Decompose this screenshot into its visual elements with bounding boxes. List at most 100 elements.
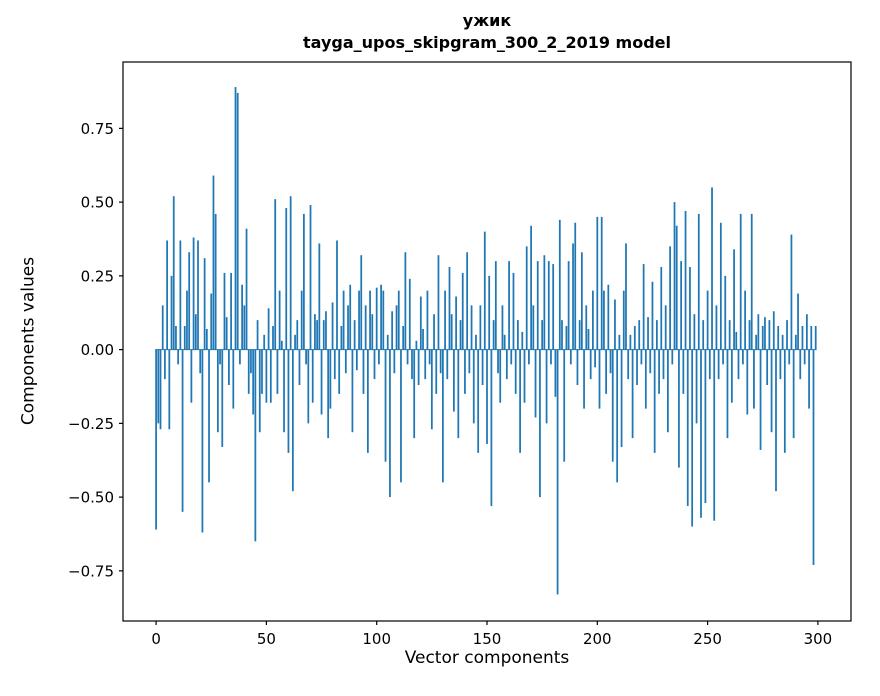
bar [642, 264, 645, 350]
bar [550, 349, 552, 365]
bar [247, 349, 250, 394]
bar [203, 258, 206, 350]
bar [453, 349, 455, 412]
bar [554, 349, 557, 397]
bar [371, 314, 374, 350]
bar [644, 349, 647, 409]
bar [717, 349, 720, 380]
bar [510, 349, 513, 365]
bar [243, 305, 246, 350]
x-tick-label: 0 [151, 630, 161, 648]
bar [294, 334, 296, 350]
bar [411, 349, 413, 380]
bar [413, 349, 416, 439]
bar [596, 216, 599, 350]
bar [404, 252, 407, 350]
bar [653, 349, 656, 453]
x-tick-label: 150 [473, 630, 502, 648]
bar [702, 320, 705, 350]
bar [263, 334, 266, 350]
bar [446, 349, 449, 380]
bar [340, 326, 343, 350]
bar [594, 349, 596, 368]
bar [276, 349, 279, 394]
bar [256, 320, 259, 350]
bar [574, 222, 577, 350]
zero-baseline [155, 349, 817, 351]
bar [686, 349, 689, 506]
bar [724, 275, 727, 350]
bar [667, 349, 669, 433]
bar [691, 349, 694, 527]
bar [783, 349, 786, 453]
bar [744, 290, 746, 350]
bar [609, 349, 612, 374]
bar [406, 349, 409, 365]
bar [779, 349, 782, 380]
bar [428, 349, 431, 365]
bar [322, 320, 325, 350]
bar [647, 317, 649, 350]
bar [234, 87, 237, 350]
bar [722, 349, 724, 365]
bar [803, 349, 806, 365]
bar [810, 326, 813, 350]
bar [797, 293, 799, 350]
bar [488, 275, 491, 350]
bar [230, 272, 232, 350]
bar [781, 334, 784, 350]
bar [684, 210, 687, 350]
bar [477, 349, 480, 453]
bar [587, 328, 590, 350]
bar [378, 349, 380, 365]
bar [179, 240, 182, 350]
bar [680, 261, 683, 350]
bar [633, 326, 636, 350]
bar [578, 320, 581, 350]
bar [159, 349, 162, 430]
bar [333, 349, 336, 380]
bar [245, 228, 248, 350]
bar [408, 278, 411, 350]
bar [232, 349, 235, 409]
bar [166, 240, 168, 350]
bar [205, 328, 208, 350]
bar [353, 320, 356, 350]
bar [439, 349, 442, 374]
bar [459, 320, 462, 350]
bar [450, 314, 453, 350]
bar [625, 243, 627, 350]
bar [300, 290, 303, 350]
bar [283, 349, 285, 433]
bar [181, 349, 184, 512]
bar [393, 349, 396, 374]
bar [216, 349, 219, 433]
bar [536, 261, 539, 350]
bar [364, 305, 367, 350]
bar [291, 349, 294, 492]
bar [208, 349, 210, 483]
bar [514, 349, 517, 394]
y-tick-label: 0.00 [81, 341, 114, 359]
bar [792, 349, 795, 439]
bar [486, 349, 488, 445]
bar [402, 326, 405, 350]
bar [814, 326, 817, 350]
bar [250, 349, 252, 374]
bar [719, 222, 722, 350]
bar [757, 314, 760, 350]
bar [289, 196, 292, 350]
bar [753, 349, 755, 409]
bar [737, 349, 740, 380]
bar [479, 305, 482, 350]
bar [794, 334, 797, 350]
bar [605, 349, 607, 394]
bar [389, 349, 391, 498]
y-tick-label: −0.75 [68, 562, 114, 580]
bar [600, 216, 603, 350]
bar [344, 349, 347, 374]
bar [585, 305, 588, 350]
bar [580, 252, 583, 350]
bar [272, 326, 274, 350]
bar [545, 349, 548, 424]
